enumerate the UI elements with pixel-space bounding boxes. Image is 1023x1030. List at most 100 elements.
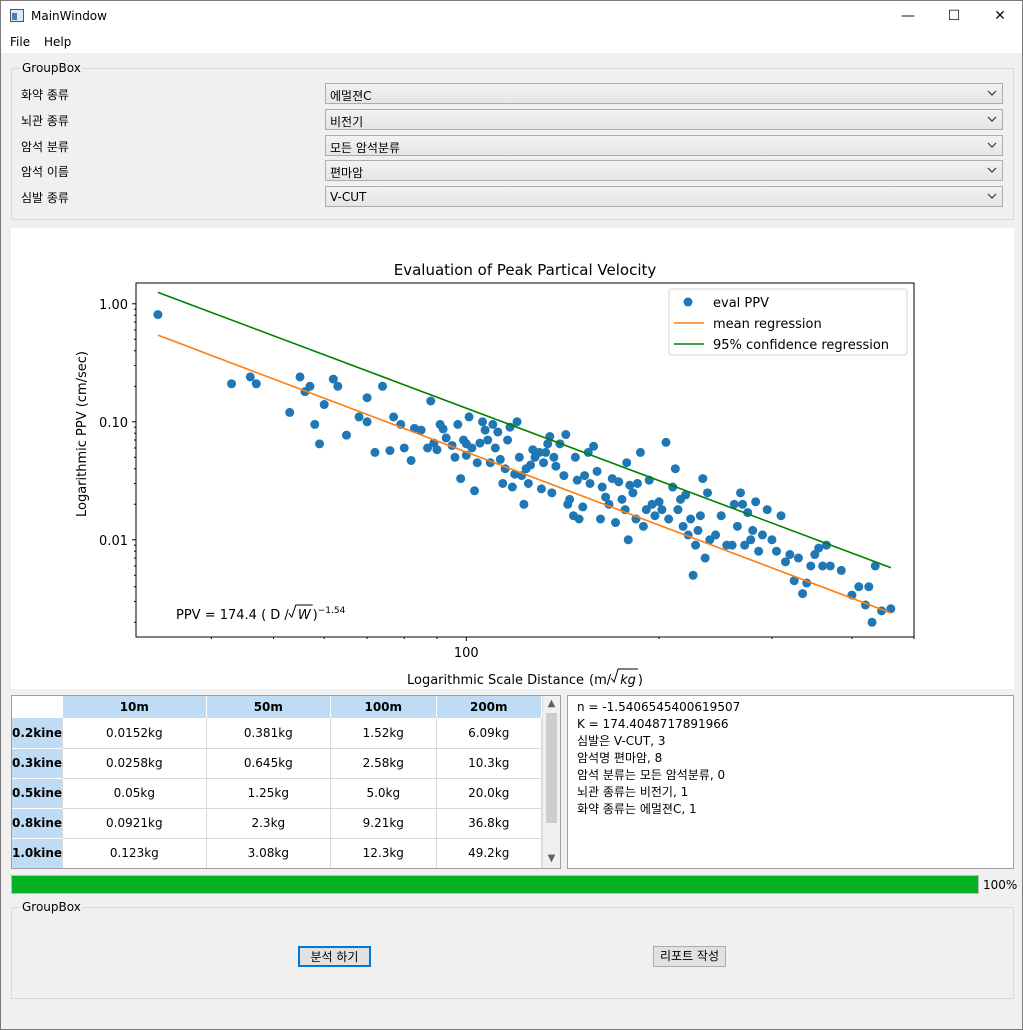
data-point [549, 452, 559, 462]
data-point [601, 492, 611, 502]
table-cell[interactable]: 36.8kg [436, 808, 542, 839]
column-header[interactable]: 200m [436, 696, 542, 718]
table-cell[interactable]: 0.645kg [206, 748, 332, 779]
table-cell[interactable]: 49.2kg [436, 838, 542, 868]
table-grid: 10m 50m 100m 200m 0.2kine 0.0152kg 0.381… [12, 696, 542, 868]
data-point [153, 310, 163, 320]
explosive-type-combo[interactable]: 에멀젼C [325, 83, 1003, 104]
table-cell[interactable]: 0.381kg [206, 718, 332, 749]
data-point [333, 381, 343, 391]
data-point [806, 561, 816, 571]
table-scrollbar[interactable]: ▲ ▼ [542, 696, 560, 868]
legend-label: eval PPV [713, 296, 769, 311]
chevron-down-icon [987, 90, 997, 96]
data-point [638, 521, 648, 531]
data-point [295, 372, 305, 382]
data-point [617, 494, 627, 504]
data-point [551, 461, 561, 471]
analyze-button[interactable]: 분석 하기 [298, 946, 371, 967]
table-cell[interactable]: 10.3kg [436, 748, 542, 779]
detonator-type-combo[interactable]: 비전기 [325, 109, 1003, 130]
rock-class-combo[interactable]: 모든 암석분류 [325, 135, 1003, 156]
detonator-type-label: 뇌관 종류 [21, 114, 69, 128]
data-point [503, 435, 513, 445]
table-cell[interactable]: 12.3kg [330, 838, 437, 868]
data-point [767, 535, 777, 545]
data-point [572, 475, 582, 485]
minimize-button[interactable]: — [901, 8, 915, 24]
data-point [467, 443, 477, 453]
table-cell[interactable]: 0.0152kg [62, 718, 207, 749]
menu-help[interactable]: Help [44, 35, 72, 49]
data-point [478, 417, 488, 427]
table-cell[interactable]: 2.3kg [206, 808, 332, 839]
progress-fill [12, 876, 978, 893]
data-point [818, 561, 828, 571]
chevron-down-icon [987, 167, 997, 173]
data-point [632, 478, 642, 488]
row-header[interactable]: 1.0kine [12, 838, 64, 868]
data-point [328, 374, 338, 384]
actions-groupbox: GroupBox [11, 900, 1014, 999]
column-header[interactable]: 10m [62, 696, 207, 718]
data-point [578, 502, 588, 512]
table-cell[interactable]: 2.58kg [330, 748, 437, 779]
table-cell[interactable]: 5.0kg [330, 778, 437, 809]
data-point [354, 412, 364, 422]
data-point [661, 437, 671, 447]
data-point [664, 514, 674, 524]
result-text-output[interactable]: n = -1.5406545400619507 K = 174.40487178… [567, 695, 1014, 869]
table-cell[interactable]: 1.25kg [206, 778, 332, 809]
data-point [488, 419, 498, 429]
column-header[interactable]: 50m [206, 696, 332, 718]
row-header[interactable]: 0.3kine [12, 748, 64, 779]
options-groupbox-title: GroupBox [20, 61, 83, 75]
row-header[interactable]: 0.2kine [12, 718, 64, 749]
table-cell[interactable]: 0.123kg [62, 838, 207, 868]
scroll-up-icon[interactable]: ▲ [547, 698, 556, 709]
menu-file[interactable]: File [10, 35, 31, 49]
rock-name-combo[interactable]: 편마암 [325, 160, 1003, 181]
row-header[interactable]: 0.8kine [12, 808, 64, 839]
chart-marks: 100 1.00 0.10 0.01 [99, 282, 915, 661]
scroll-thumb[interactable] [546, 713, 557, 823]
table-cell[interactable]: 6.09kg [436, 718, 542, 749]
data-point [453, 419, 463, 429]
sqrt-symbol [610, 668, 638, 684]
data-point [732, 521, 742, 531]
formula-exponent: −1.54 [318, 606, 346, 616]
maximize-button[interactable]: ☐ [947, 8, 961, 24]
cut-type-combo[interactable]: V-CUT [325, 186, 1003, 207]
scroll-down-icon[interactable]: ▼ [547, 853, 556, 864]
data-point [703, 488, 713, 498]
output-line: 암석명 편마암, 8 [577, 751, 663, 765]
data-point [700, 553, 710, 563]
data-point [798, 589, 808, 599]
row-header[interactable]: 0.5kine [12, 778, 64, 809]
table-cell[interactable]: 0.0258kg [62, 748, 207, 779]
data-point [647, 499, 657, 509]
table-cell[interactable]: 3.08kg [206, 838, 332, 868]
combo-value: V-CUT [330, 190, 367, 204]
data-point [319, 400, 329, 410]
table-cell[interactable]: 0.0921kg [62, 808, 207, 839]
data-point [596, 514, 606, 524]
data-point [426, 396, 436, 406]
data-point [475, 438, 485, 448]
data-point [657, 505, 667, 515]
charge-weight-table[interactable]: 10m 50m 100m 200m 0.2kine 0.0152kg 0.381… [11, 695, 561, 869]
plot-frame [135, 282, 915, 638]
actions-groupbox-title: GroupBox [20, 900, 83, 914]
app-icon [10, 9, 24, 22]
table-cell[interactable]: 9.21kg [330, 808, 437, 839]
formula-suffix: ) [313, 608, 318, 623]
report-button[interactable]: 리포트 작성 [653, 946, 726, 967]
table-cell[interactable]: 20.0kg [436, 778, 542, 809]
data-point [498, 478, 508, 488]
column-header[interactable]: 100m [330, 696, 437, 718]
regression-formula: PPV = 174.4 ( D / W ) −1.54 [176, 604, 346, 623]
data-point [673, 505, 683, 515]
table-cell[interactable]: 0.05kg [62, 778, 207, 809]
close-button[interactable]: ✕ [994, 8, 1006, 24]
table-cell[interactable]: 1.52kg [330, 718, 437, 749]
